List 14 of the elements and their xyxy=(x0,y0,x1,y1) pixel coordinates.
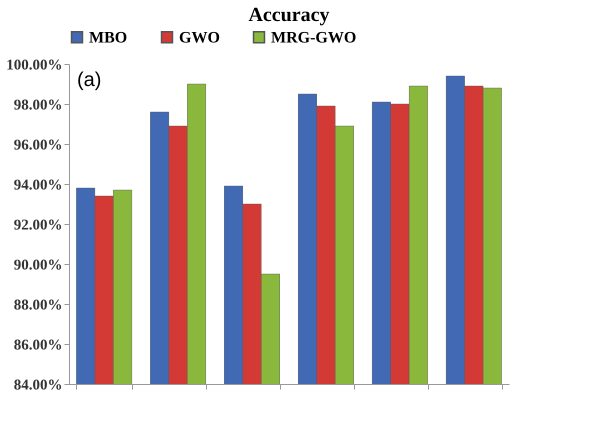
y-tick-label: 96.00% xyxy=(14,138,62,154)
y-tick-label: 100.00% xyxy=(6,58,62,74)
legend-label: MBO xyxy=(89,29,128,46)
chart-title: Accuracy xyxy=(248,4,330,26)
y-tick-label: 86.00% xyxy=(14,338,62,354)
y-tick-label: 90.00% xyxy=(14,258,62,274)
legend-label: GWO xyxy=(179,29,220,46)
legend-label: MRG-GWO xyxy=(271,29,356,46)
y-tick-label: 98.00% xyxy=(14,98,62,114)
y-tick-label: 84.00% xyxy=(14,378,62,394)
y-tick-label: 94.00% xyxy=(14,178,62,194)
y-tick-label: 88.00% xyxy=(14,298,62,314)
annotation: (a) xyxy=(77,69,102,91)
y-tick-label: 92.00% xyxy=(14,218,62,234)
